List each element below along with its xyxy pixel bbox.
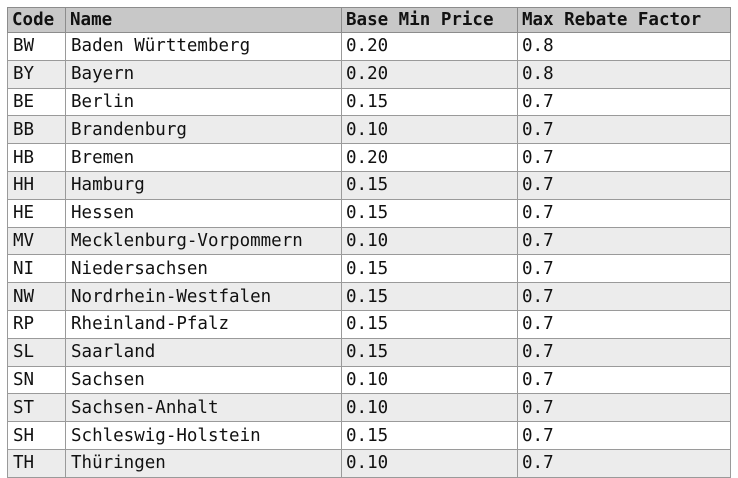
cell-max-rebate-factor: 0.7 [517, 365, 731, 395]
header-name[interactable]: Name [65, 7, 342, 33]
cell-max-rebate-factor: 0.7 [517, 337, 731, 367]
cell-max-rebate-factor: 0.7 [517, 393, 731, 423]
table-row[interactable]: SN Sachsen 0.10 0.7 [7, 365, 731, 395]
cell-base-min-price: 0.20 [341, 143, 518, 172]
cell-name: Baden Württemberg [65, 32, 342, 61]
cell-base-min-price: 0.15 [341, 421, 518, 450]
cell-base-min-price: 0.10 [341, 365, 518, 395]
cell-max-rebate-factor: 0.8 [517, 32, 731, 61]
cell-name: Sachsen-Anhalt [65, 393, 342, 423]
table-container: Code Name Base Min Price Max Rebate Fact… [7, 7, 731, 478]
cell-base-min-price: 0.15 [341, 282, 518, 311]
cell-max-rebate-factor: 0.8 [517, 59, 731, 89]
cell-code: HH [7, 170, 66, 200]
cell-base-min-price: 0.15 [341, 337, 518, 367]
cell-name: Bayern [65, 59, 342, 89]
cell-name: Bremen [65, 143, 342, 172]
cell-code: SN [7, 365, 66, 395]
cell-base-min-price: 0.15 [341, 309, 518, 339]
table-row[interactable]: SH Schleswig-Holstein 0.15 0.7 [7, 421, 731, 450]
cell-code: BY [7, 59, 66, 89]
cell-code: RP [7, 309, 66, 339]
cell-code: BE [7, 87, 66, 117]
cell-max-rebate-factor: 0.7 [517, 282, 731, 311]
cell-max-rebate-factor: 0.7 [517, 115, 731, 145]
cell-max-rebate-factor: 0.7 [517, 254, 731, 284]
cell-name: Hamburg [65, 170, 342, 200]
cell-code: ST [7, 393, 66, 423]
cell-max-rebate-factor: 0.7 [517, 421, 731, 450]
header-base-min-price[interactable]: Base Min Price [341, 7, 518, 33]
table-row[interactable]: HE Hessen 0.15 0.7 [7, 198, 731, 228]
cell-max-rebate-factor: 0.7 [517, 143, 731, 172]
table-row[interactable]: BE Berlin 0.15 0.7 [7, 87, 731, 117]
cell-base-min-price: 0.10 [341, 448, 518, 478]
header-code[interactable]: Code [7, 7, 66, 33]
cell-base-min-price: 0.15 [341, 198, 518, 228]
cell-code: BW [7, 32, 66, 61]
cell-base-min-price: 0.20 [341, 59, 518, 89]
cell-name: Mecklenburg-Vorpommern [65, 226, 342, 256]
cell-name: Sachsen [65, 365, 342, 395]
table-row[interactable]: NI Niedersachsen 0.15 0.7 [7, 254, 731, 284]
cell-base-min-price: 0.10 [341, 393, 518, 423]
cell-code: MV [7, 226, 66, 256]
cell-code: HB [7, 143, 66, 172]
cell-name: Thüringen [65, 448, 342, 478]
table-row[interactable]: SL Saarland 0.15 0.7 [7, 337, 731, 367]
cell-code: SL [7, 337, 66, 367]
cell-max-rebate-factor: 0.7 [517, 226, 731, 256]
table-row[interactable]: HH Hamburg 0.15 0.7 [7, 170, 731, 200]
table-row[interactable]: NW Nordrhein-Westfalen 0.15 0.7 [7, 282, 731, 311]
cell-max-rebate-factor: 0.7 [517, 309, 731, 339]
cell-base-min-price: 0.15 [341, 87, 518, 117]
table-row[interactable]: TH Thüringen 0.10 0.7 [7, 448, 731, 478]
cell-max-rebate-factor: 0.7 [517, 448, 731, 478]
cell-base-min-price: 0.20 [341, 32, 518, 61]
cell-code: HE [7, 198, 66, 228]
table-row[interactable]: HB Bremen 0.20 0.7 [7, 143, 731, 172]
cell-name: Brandenburg [65, 115, 342, 145]
table-row[interactable]: MV Mecklenburg-Vorpommern 0.10 0.7 [7, 226, 731, 256]
cell-max-rebate-factor: 0.7 [517, 170, 731, 200]
states-table: Code Name Base Min Price Max Rebate Fact… [7, 7, 731, 478]
table-row[interactable]: BW Baden Württemberg 0.20 0.8 [7, 32, 731, 61]
cell-base-min-price: 0.10 [341, 115, 518, 145]
cell-code: NI [7, 254, 66, 284]
table-row[interactable]: RP Rheinland-Pfalz 0.15 0.7 [7, 309, 731, 339]
table-row[interactable]: BB Brandenburg 0.10 0.7 [7, 115, 731, 145]
table-row[interactable]: BY Bayern 0.20 0.8 [7, 59, 731, 89]
cell-name: Nordrhein-Westfalen [65, 282, 342, 311]
cell-name: Rheinland-Pfalz [65, 309, 342, 339]
cell-code: NW [7, 282, 66, 311]
cell-name: Niedersachsen [65, 254, 342, 284]
table-row[interactable]: ST Sachsen-Anhalt 0.10 0.7 [7, 393, 731, 423]
cell-code: BB [7, 115, 66, 145]
cell-code: TH [7, 448, 66, 478]
cell-base-min-price: 0.15 [341, 254, 518, 284]
header-row: Code Name Base Min Price Max Rebate Fact… [7, 7, 731, 33]
cell-name: Berlin [65, 87, 342, 117]
cell-base-min-price: 0.15 [341, 170, 518, 200]
cell-max-rebate-factor: 0.7 [517, 198, 731, 228]
header-max-rebate-factor[interactable]: Max Rebate Factor [517, 7, 731, 33]
cell-name: Schleswig-Holstein [65, 421, 342, 450]
cell-base-min-price: 0.10 [341, 226, 518, 256]
cell-code: SH [7, 421, 66, 450]
cell-max-rebate-factor: 0.7 [517, 87, 731, 117]
cell-name: Saarland [65, 337, 342, 367]
cell-name: Hessen [65, 198, 342, 228]
